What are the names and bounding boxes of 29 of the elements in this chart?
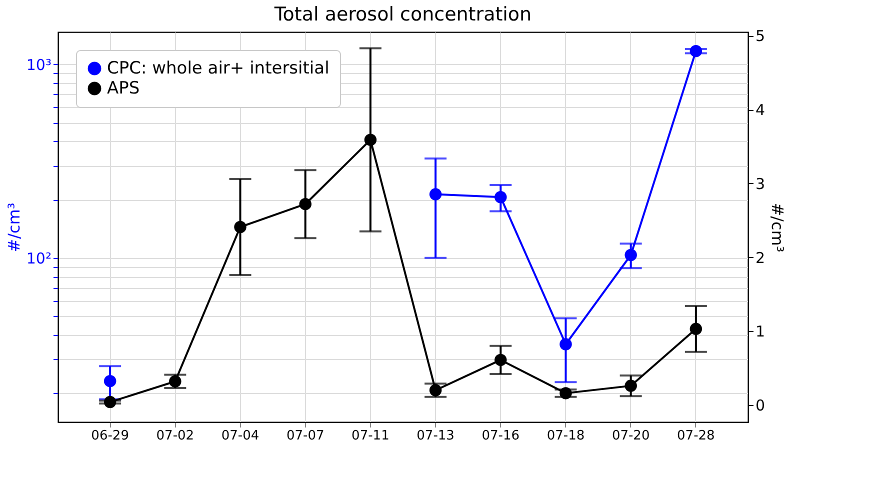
x-tick-label: 07-16 — [482, 428, 520, 444]
x-tick-label: 07-07 — [286, 428, 324, 444]
point — [429, 188, 442, 200]
x-tick-label: 07-20 — [612, 428, 650, 444]
point — [624, 248, 637, 262]
x-tick-label: 07-18 — [546, 428, 585, 444]
legend-label: CPC: whole air+ intersitial — [107, 58, 330, 78]
x-tick-label: 07-04 — [221, 428, 260, 444]
y2-tick-label: 5 — [756, 27, 766, 46]
y-axis-title: #/cm³ — [4, 202, 24, 252]
y2-tick-label: 0 — [756, 396, 766, 415]
y-tick-label: 10² — [26, 249, 52, 268]
x-tick-label: 07-02 — [156, 428, 194, 444]
y-tick-label: 10³ — [26, 56, 52, 74]
point — [560, 338, 572, 350]
x-tick-label: 06-29 — [91, 428, 129, 444]
x-tick-label: 07-13 — [416, 428, 454, 444]
x-tick-label: 07-28 — [677, 428, 715, 444]
y2-tick-label: 2 — [756, 248, 766, 267]
point — [690, 44, 702, 58]
point — [104, 374, 116, 388]
y2-tick-label: 4 — [756, 101, 766, 120]
x-tick-label: 07-11 — [352, 428, 390, 444]
y2-tick-label: 1 — [756, 322, 766, 341]
y2-axis-title: #/cm³ — [768, 202, 788, 252]
legend-label: APS — [107, 78, 140, 98]
point — [494, 191, 507, 204]
y2-tick-label: 3 — [756, 174, 766, 193]
chart-title: Total aerosol concentration — [273, 4, 532, 26]
